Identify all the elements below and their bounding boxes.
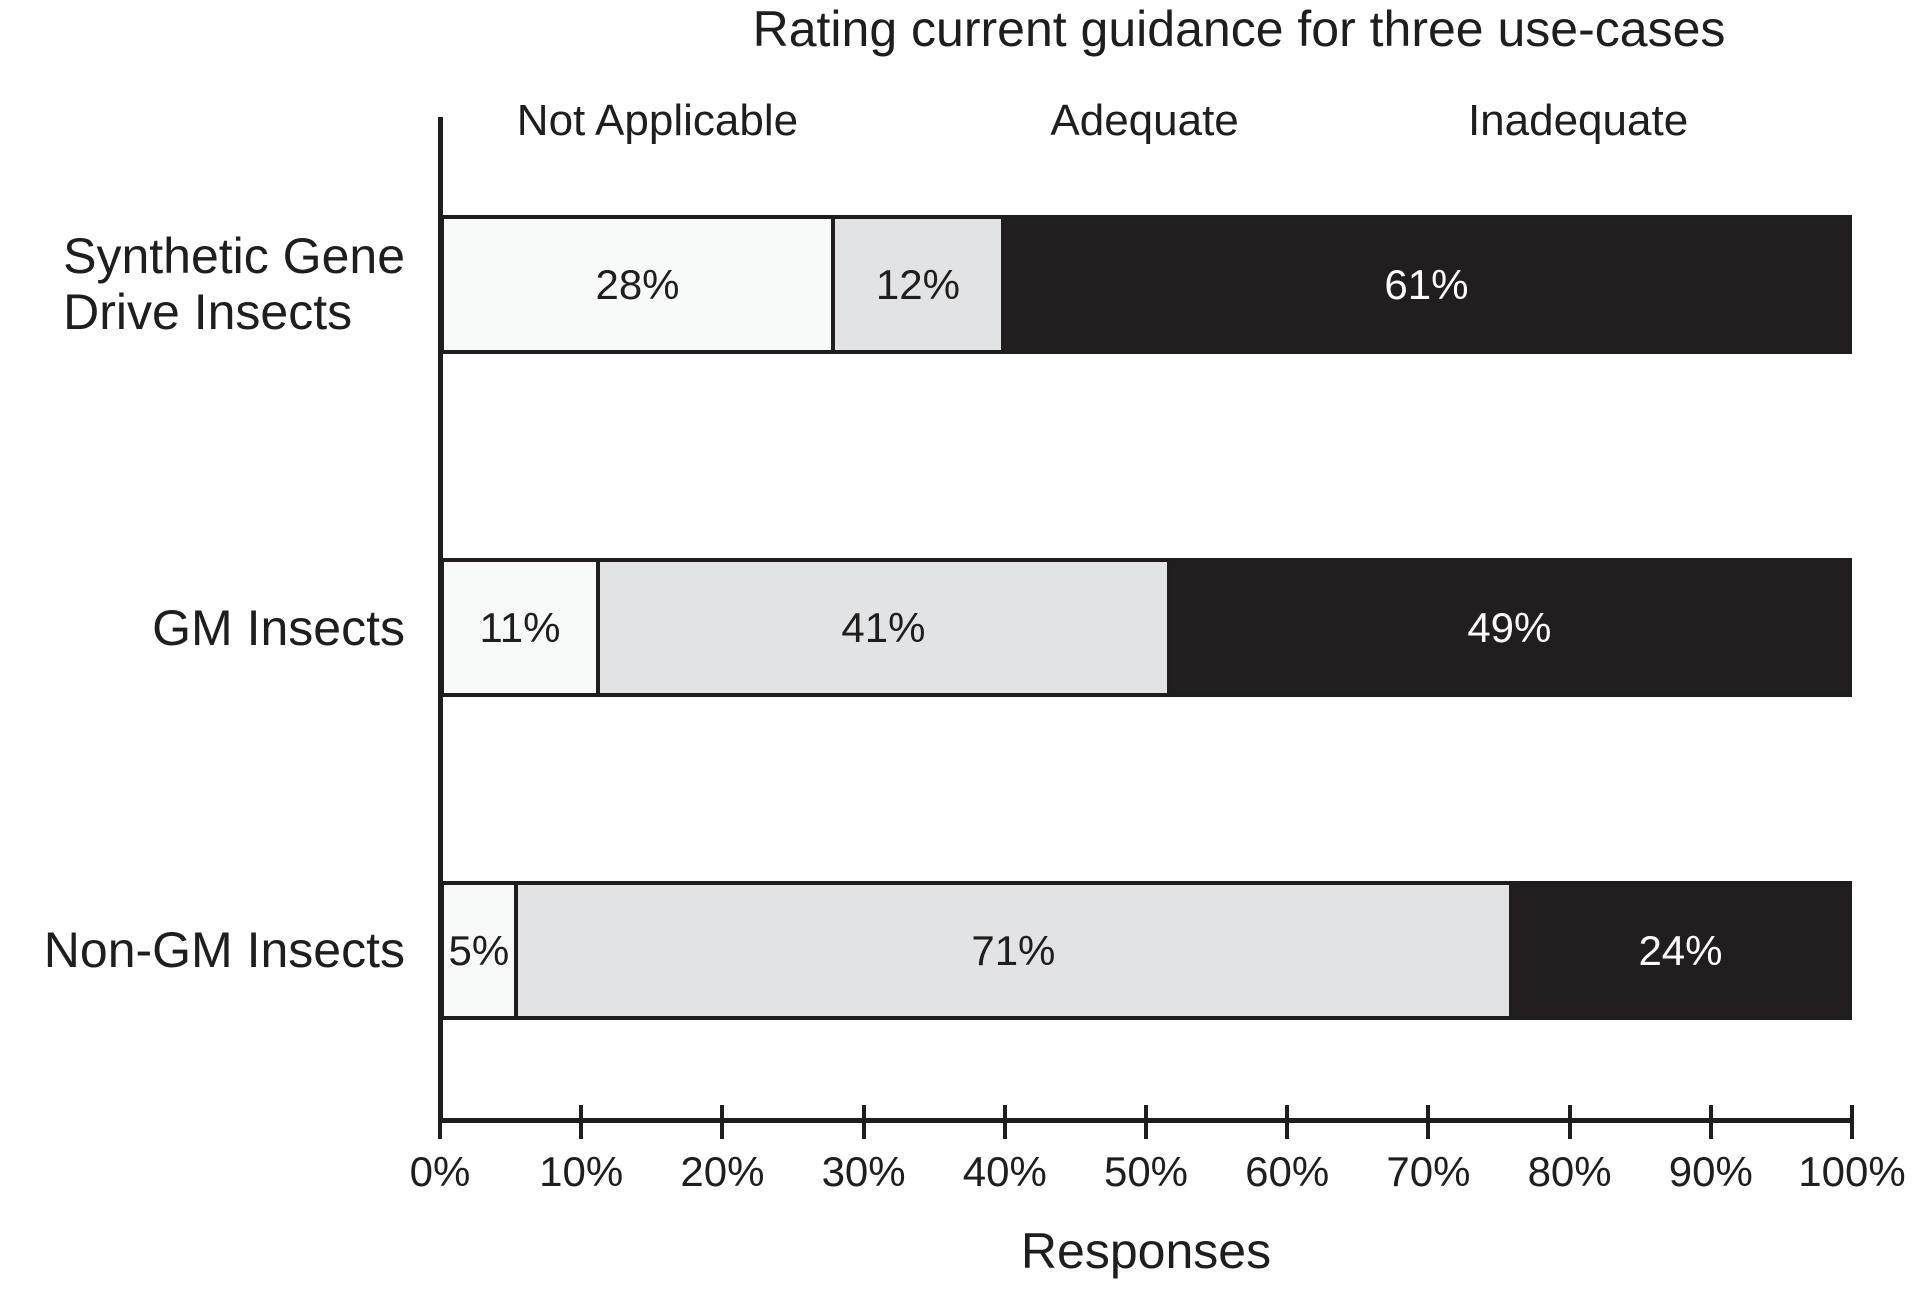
- legend-item-inadequate: Inadequate: [1467, 96, 1689, 145]
- x-axis-tick: [579, 1105, 584, 1139]
- x-axis-title: Responses: [1020, 1223, 1272, 1279]
- chart-title: Rating current guidance for three use-ca…: [752, 1, 1726, 57]
- x-axis-tick: [1144, 1105, 1148, 1139]
- x-tick-label: 0%: [409, 1148, 471, 1195]
- bar-segment-not-applicable: 5%: [440, 881, 518, 1020]
- category-label-text: Synthetic Gene Drive Insects: [63, 228, 405, 340]
- bar-segment-value: 41%: [841, 603, 926, 651]
- legend-item-not-applicable: Not Applicable: [516, 96, 799, 145]
- x-tick-label: 50%: [1103, 1148, 1189, 1195]
- x-tick-label: 100%: [1798, 1148, 1906, 1195]
- bar-row: 28% 12% 61%: [440, 215, 1852, 354]
- x-tick-label: 20%: [680, 1148, 765, 1195]
- x-tick-label: 70%: [1386, 1148, 1471, 1195]
- x-tick-labels: 0% 10% 20% 30% 40% 50% 60% 70% 80% 90% 100%: [410, 1148, 1906, 1198]
- bar-row: 11% 41% 49%: [440, 558, 1852, 697]
- x-tick-label: 40%: [962, 1148, 1047, 1195]
- bar-segment-inadequate: 24%: [1508, 881, 1852, 1020]
- category-label-text: GM Insects: [152, 600, 405, 656]
- legend-header-row: Not Applicable Adequate Inadequate: [440, 96, 1852, 152]
- x-axis-tick: [861, 1105, 866, 1139]
- bar-segment-inadequate: 61%: [1000, 215, 1852, 354]
- bar-segment-value: 5%: [448, 926, 510, 974]
- bar-segment-value: 61%: [1384, 260, 1469, 308]
- category-label: GM Insects: [0, 600, 405, 656]
- category-label: Non-GM Insects: [0, 922, 405, 978]
- bar-segment-inadequate: 49%: [1166, 558, 1852, 697]
- bar-segment-value: 12%: [875, 260, 960, 308]
- category-label-text: Non-GM Insects: [43, 922, 405, 978]
- x-axis-tick: [1708, 1105, 1713, 1139]
- bar-segment-value: 28%: [595, 260, 680, 308]
- bar-segment-not-applicable: 28%: [440, 215, 836, 354]
- plot-area: 28% 12% 61% 11% 41% 49% 5% 71% 24%: [438, 117, 1854, 1139]
- bar-segment-not-applicable: 11%: [440, 558, 601, 697]
- x-tick-label: 90%: [1668, 1148, 1753, 1195]
- x-tick-label: 10%: [539, 1148, 624, 1195]
- x-axis-tick: [438, 1105, 442, 1139]
- bar-segment-value: 49%: [1467, 603, 1552, 651]
- x-axis-tick: [1285, 1105, 1290, 1139]
- legend-item-adequate: Adequate: [1050, 96, 1239, 145]
- x-tick-label: 80%: [1527, 1148, 1612, 1195]
- bar-segment-value: 71%: [971, 926, 1056, 974]
- category-label: Synthetic Gene Drive Insects: [0, 228, 405, 340]
- x-tick-label: 30%: [821, 1148, 906, 1195]
- x-tick-label: 60%: [1245, 1148, 1330, 1195]
- x-axis-tick: [1426, 1105, 1431, 1139]
- x-axis-tick: [720, 1105, 725, 1139]
- bar-segment-value: 11%: [479, 603, 561, 651]
- bar-segment-value: 24%: [1638, 926, 1723, 974]
- bar-segment-adequate: 71%: [513, 881, 1513, 1020]
- bar-segment-adequate: 12%: [831, 215, 1005, 354]
- bar-segment-adequate: 41%: [596, 558, 1171, 697]
- x-axis-tick: [1002, 1105, 1007, 1139]
- x-axis-tick: [1567, 1105, 1572, 1139]
- x-axis-tick: [1850, 1105, 1854, 1139]
- bar-row: 5% 71% 24%: [440, 881, 1852, 1020]
